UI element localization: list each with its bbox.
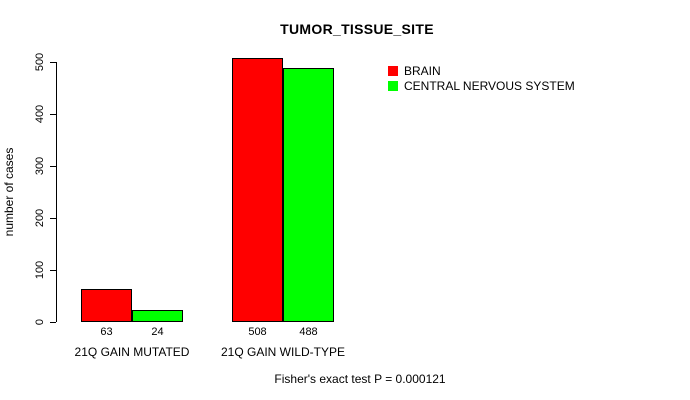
legend-item-label: CENTRAL NERVOUS SYSTEM xyxy=(404,79,575,93)
legend-item: CENTRAL NERVOUS SYSTEM xyxy=(388,79,575,93)
bar-value-label: 488 xyxy=(299,326,318,338)
y-axis-tick xyxy=(50,270,56,271)
legend-color-swatch xyxy=(388,81,398,91)
y-axis-tick xyxy=(50,62,56,63)
annotation-text: Fisher's exact test P = 0.000121 xyxy=(274,372,446,386)
y-axis-label: number of cases xyxy=(2,147,16,237)
y-axis-tick xyxy=(50,322,56,323)
bar-central-nervous-system xyxy=(283,68,334,322)
legend: BRAIN CENTRAL NERVOUS SYSTEM xyxy=(388,64,575,94)
y-axis-tick xyxy=(50,114,56,115)
bar-central-nervous-system xyxy=(132,310,183,322)
chart-title: TUMOR_TISSUE_SITE xyxy=(280,21,434,37)
bar-value-label: 24 xyxy=(151,326,164,338)
y-axis-tick xyxy=(50,166,56,167)
y-axis-tick-label: 0 xyxy=(34,318,46,326)
bar-value-label: 63 xyxy=(100,326,113,338)
y-axis-tick-label: 200 xyxy=(34,208,46,228)
y-axis-line xyxy=(56,62,57,322)
y-axis-tick-label: 500 xyxy=(34,52,46,72)
x-category-label: 21Q GAIN WILD-TYPE xyxy=(220,345,346,359)
y-axis-tick-label: 300 xyxy=(34,156,46,176)
y-axis-tick xyxy=(50,218,56,219)
bar-value-label: 508 xyxy=(248,326,267,338)
x-category-label: 21Q GAIN MUTATED xyxy=(74,345,190,359)
y-axis-tick-label: 100 xyxy=(34,260,46,280)
y-axis-tick-label: 400 xyxy=(34,104,46,124)
legend-item-label: BRAIN xyxy=(404,64,441,78)
bar-brain xyxy=(81,289,132,322)
bar-brain xyxy=(232,58,283,322)
legend-item: BRAIN xyxy=(388,64,575,78)
legend-color-swatch xyxy=(388,66,398,76)
